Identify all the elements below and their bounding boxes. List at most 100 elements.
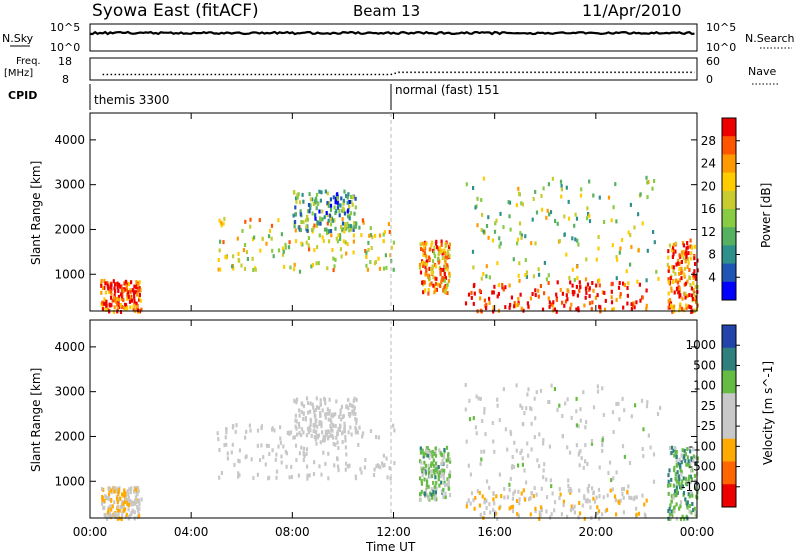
echo-cell	[232, 424, 234, 428]
echo-cell	[542, 475, 544, 479]
echo-cell	[585, 257, 587, 261]
echo-cell	[694, 474, 696, 478]
echo-cell	[347, 210, 349, 214]
echo-cell	[329, 214, 331, 218]
echo-cell	[384, 230, 386, 234]
echo-cell	[332, 219, 334, 223]
echo-cell	[583, 466, 585, 470]
echo-cell	[117, 500, 119, 504]
echo-cell	[550, 478, 552, 482]
echo-cell	[309, 192, 311, 196]
echo-cell	[686, 253, 688, 257]
echo-cell	[597, 390, 599, 394]
echo-cell	[647, 249, 649, 253]
echo-cell	[344, 429, 346, 433]
echo-cell	[564, 402, 566, 406]
echo-cell	[517, 464, 519, 468]
echo-cell	[473, 302, 475, 306]
echo-cell	[591, 307, 593, 311]
echo-cell	[277, 445, 279, 449]
echo-cell	[357, 443, 359, 447]
echo-cell	[129, 305, 131, 309]
echo-cell	[530, 241, 532, 245]
echo-cell	[101, 502, 103, 506]
echo-cell	[288, 432, 290, 436]
echo-cell	[438, 261, 440, 265]
velocity-heatmap	[101, 383, 699, 521]
y-tick-label: 1000	[54, 474, 85, 488]
echo-cell	[541, 487, 543, 491]
x-axis-label: Time UT	[365, 540, 416, 554]
nsky-trace	[90, 32, 695, 34]
echo-cell	[516, 383, 518, 387]
echo-cell	[646, 404, 648, 408]
echo-cell	[341, 405, 343, 409]
echo-cell	[683, 243, 685, 247]
echo-cell	[584, 443, 586, 447]
nsearch-label: N.Search	[745, 32, 795, 45]
echo-cell	[508, 483, 510, 487]
echo-cell	[316, 206, 318, 210]
echo-cell	[427, 292, 429, 296]
echo-cell	[121, 288, 123, 292]
echo-cell	[576, 285, 578, 289]
y-tick-label: 2000	[54, 222, 85, 236]
echo-cell	[350, 195, 352, 199]
colorbar-tick-label: -1000	[681, 480, 716, 494]
echo-cell	[689, 283, 691, 287]
echo-cell	[680, 267, 682, 271]
echo-cell	[500, 494, 502, 498]
echo-cell	[275, 458, 277, 462]
echo-cell	[517, 303, 519, 307]
echo-cell	[615, 512, 617, 516]
echo-cell	[364, 466, 366, 470]
echo-cell	[536, 211, 538, 215]
echo-cell	[333, 264, 335, 268]
echo-cell	[503, 496, 505, 500]
echo-cell	[342, 207, 344, 211]
x-tick-label: 20:00	[579, 525, 614, 539]
echo-cell	[432, 264, 434, 268]
echo-cell	[332, 257, 334, 261]
echo-cell	[374, 468, 376, 472]
echo-cell	[546, 277, 548, 281]
echo-cell	[129, 300, 131, 304]
echo-cell	[125, 280, 127, 284]
echo-cell	[249, 218, 251, 222]
echo-cell	[105, 304, 107, 308]
echo-cell	[443, 469, 445, 473]
echo-cell	[518, 501, 520, 505]
echo-cell	[506, 448, 508, 452]
echo-cell	[299, 414, 301, 418]
echo-cell	[635, 507, 637, 511]
echo-cell	[447, 249, 449, 253]
echo-cell	[347, 192, 349, 196]
echo-cell	[618, 286, 620, 290]
echo-cell	[120, 292, 122, 296]
echo-cell	[447, 458, 449, 462]
echo-cell	[518, 261, 520, 265]
echo-cell	[315, 442, 317, 446]
freq-tick-top: 18	[58, 55, 72, 68]
echo-cell	[291, 475, 293, 479]
echo-cell	[492, 421, 494, 425]
echo-cell	[330, 414, 332, 418]
echo-cell	[519, 497, 521, 501]
echo-cell	[510, 432, 512, 436]
echo-cell	[680, 473, 682, 477]
echo-cell	[249, 429, 251, 433]
echo-cell	[693, 308, 695, 312]
echo-cell	[439, 284, 441, 288]
echo-cell	[680, 500, 682, 504]
echo-cell	[128, 507, 130, 511]
echo-cell	[313, 409, 315, 413]
echo-cell	[675, 263, 677, 267]
echo-cell	[596, 505, 598, 509]
echo-cell	[498, 283, 500, 287]
echo-cell	[652, 230, 654, 234]
echo-cell	[335, 424, 337, 428]
echo-cell	[298, 192, 300, 196]
echo-cell	[342, 217, 344, 221]
echo-cell	[622, 306, 624, 310]
echo-cell	[610, 489, 612, 493]
